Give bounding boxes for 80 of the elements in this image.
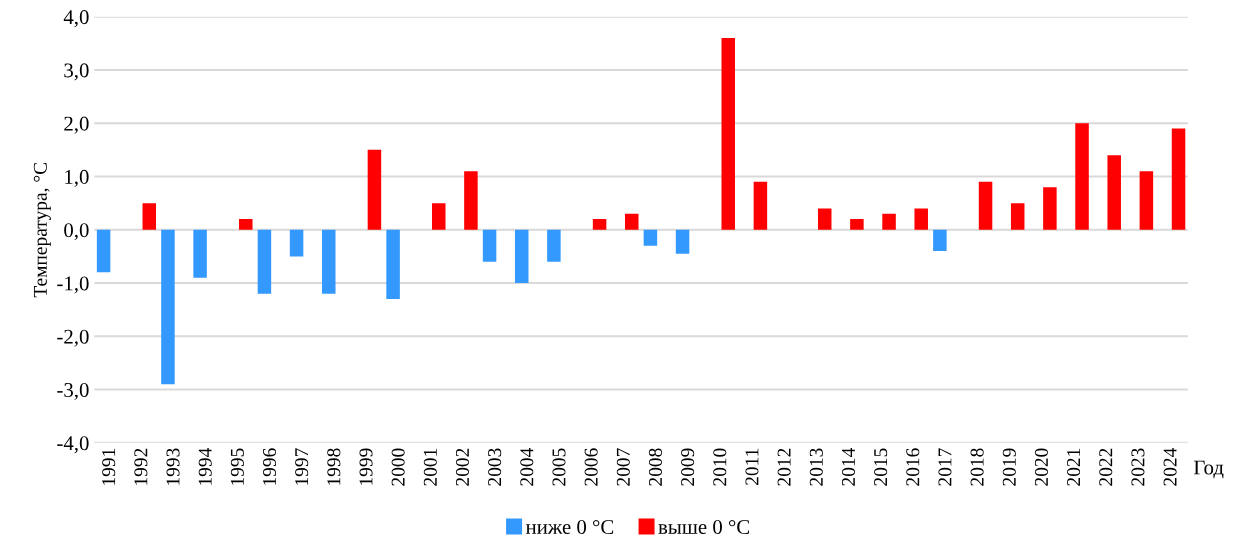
x-tick-label: 2019	[1002, 448, 1016, 486]
legend-label: ниже 0 °C	[525, 519, 614, 535]
bar	[914, 208, 928, 230]
x-tick-label: 2016	[906, 448, 920, 486]
bar	[817, 208, 832, 230]
x-tick-label: 1997	[295, 448, 309, 485]
x-tick-label: 2023	[1131, 448, 1145, 486]
x-tick-label: 2005	[552, 448, 566, 486]
x-tick-label: 2012	[777, 448, 791, 486]
x-tick-label: 2020	[1034, 448, 1048, 486]
bar	[850, 219, 864, 230]
bar	[675, 229, 690, 254]
y-tick-label: 0,0	[64, 223, 89, 241]
y-tick-label: -2,0	[57, 329, 89, 347]
bar	[464, 171, 478, 230]
bar	[721, 38, 735, 230]
bar	[1075, 123, 1089, 230]
x-tick-label: 2014	[841, 447, 856, 486]
bar	[322, 229, 336, 294]
bar	[1107, 155, 1121, 230]
bar	[193, 229, 207, 278]
x-tick-label: 2021	[1067, 448, 1081, 486]
x-tick-label: 2001	[423, 448, 437, 486]
y-tick-label: -1,0	[57, 276, 89, 294]
bar	[882, 213, 896, 230]
y-tick-label: 4,0	[63, 10, 89, 28]
x-tick-label: 2004	[520, 447, 534, 486]
x-tick-label: 2002	[455, 448, 470, 486]
bar	[482, 229, 497, 262]
bar	[978, 181, 993, 230]
x-tick-label: 2013	[809, 448, 823, 486]
bar	[547, 229, 561, 262]
x-tick-label: 1995	[230, 448, 244, 485]
y-axis-title: Температура, °C	[33, 162, 51, 298]
x-tick-label: 2018	[970, 448, 984, 486]
bar	[289, 229, 304, 257]
x-tick-label: 1994	[198, 447, 212, 485]
bar	[1010, 203, 1025, 230]
y-tick-label: 3,0	[64, 63, 89, 81]
bar	[367, 149, 382, 230]
x-tick-label: 1992	[134, 448, 148, 485]
x-tick-label: 1993	[166, 448, 180, 485]
bar	[643, 229, 658, 246]
x-axis-title: Год	[1193, 460, 1224, 479]
bar	[1043, 187, 1057, 230]
x-tick-label: 2010	[713, 448, 727, 486]
legend-label: выше 0 °C	[658, 519, 750, 535]
x-tick-label: 2017	[938, 448, 952, 486]
bar	[753, 181, 768, 230]
y-tick-label: -4,0	[57, 436, 89, 454]
x-tick-label: 2000	[391, 448, 405, 486]
bar	[933, 229, 947, 252]
x-tick-label: 2024	[1163, 447, 1177, 486]
x-tick-label: 2009	[681, 448, 695, 486]
x-tick-label: 1998	[327, 448, 341, 485]
bar	[432, 203, 446, 230]
bar	[257, 229, 272, 294]
x-tick-label: 2003	[488, 448, 502, 486]
x-tick-label: 2015	[874, 448, 888, 486]
x-tick-label: 2022	[1099, 448, 1113, 486]
bar	[96, 229, 111, 273]
bar	[239, 219, 253, 230]
bar	[142, 203, 157, 230]
x-tick-label: 1999	[359, 448, 373, 485]
x-tick-label: 2011	[745, 448, 759, 485]
y-tick-label: 2,0	[64, 116, 89, 134]
x-tick-label: 2007	[616, 448, 630, 486]
bar	[1139, 171, 1154, 230]
y-tick-label: -3,0	[57, 382, 89, 400]
bar	[592, 219, 607, 230]
bar	[161, 229, 175, 385]
x-tick-label: 1991	[102, 448, 116, 485]
bar	[624, 213, 639, 230]
y-tick-label: 1,0	[65, 169, 89, 187]
bar	[386, 229, 400, 299]
x-tick-label: 2006	[584, 448, 598, 486]
x-tick-label: 1996	[262, 448, 277, 485]
bar	[514, 229, 529, 284]
bar	[1171, 128, 1186, 230]
x-tick-label: 2008	[648, 448, 663, 486]
